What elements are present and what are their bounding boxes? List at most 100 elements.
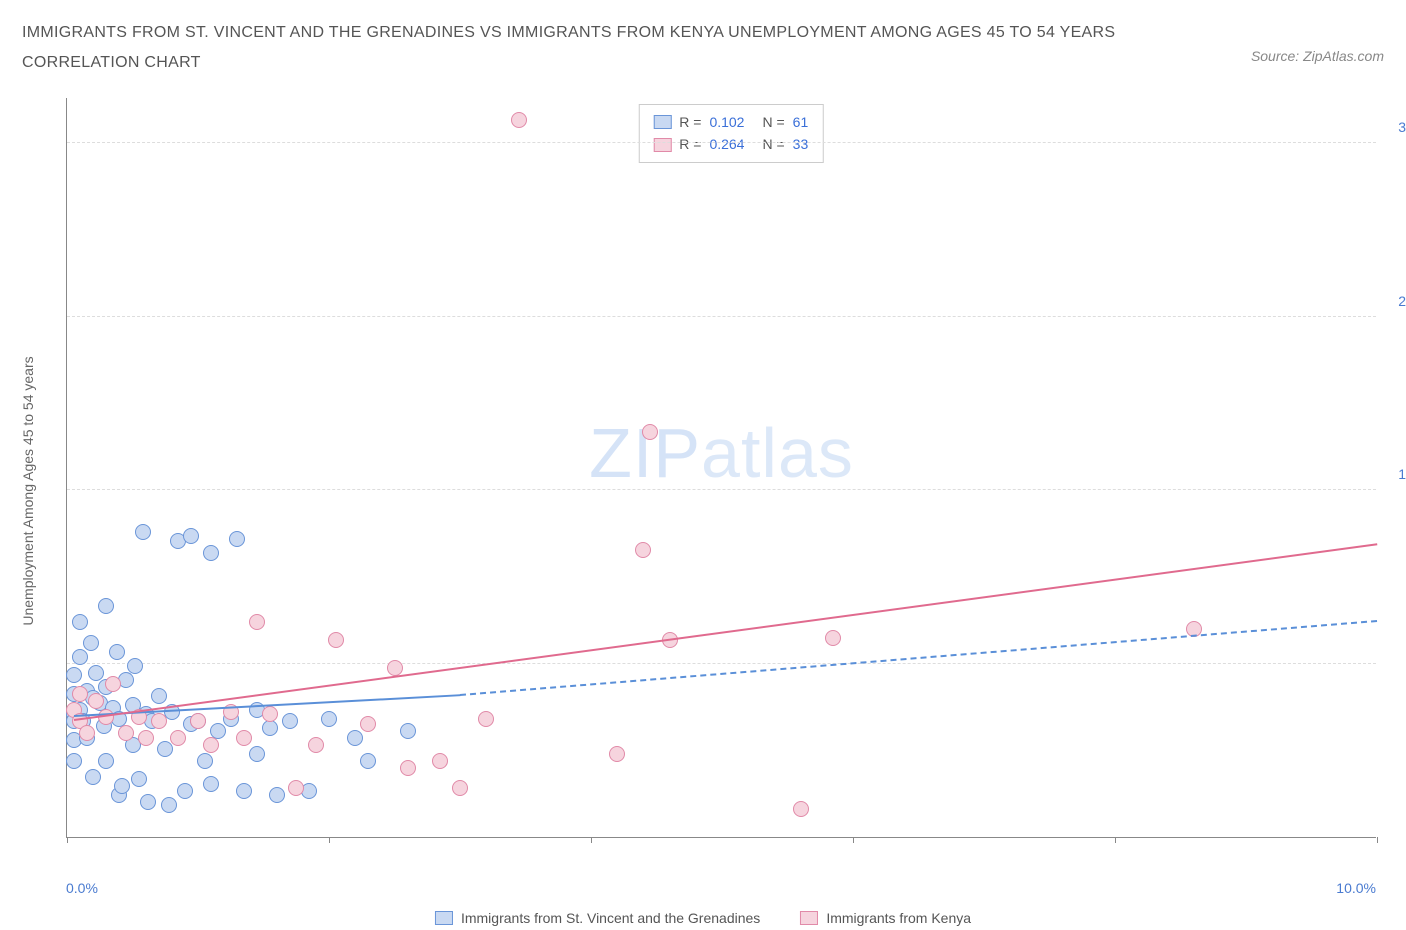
data-point [118, 725, 134, 741]
data-point [66, 753, 82, 769]
n-value: 61 [793, 111, 809, 133]
r-value: 0.264 [709, 133, 744, 155]
legend-row: R = 0.264N = 33 [653, 133, 808, 155]
r-value: 0.102 [709, 111, 744, 133]
data-point [114, 778, 130, 794]
data-point [88, 693, 104, 709]
trend-line-extrapolated [460, 620, 1377, 696]
y-tick-label: 22.5% [1398, 293, 1406, 309]
data-point [452, 780, 468, 796]
data-point [262, 706, 278, 722]
data-point [190, 713, 206, 729]
data-point [203, 776, 219, 792]
chart-area: Unemployment Among Ages 45 to 54 years Z… [48, 98, 1386, 868]
data-point [72, 614, 88, 630]
data-point [642, 424, 658, 440]
data-point [360, 753, 376, 769]
data-point [262, 720, 278, 736]
data-point [249, 614, 265, 630]
chart-title: IMMIGRANTS FROM ST. VINCENT AND THE GREN… [22, 18, 1122, 79]
data-point [138, 730, 154, 746]
r-label: R = [679, 133, 701, 155]
data-point [203, 545, 219, 561]
x-tick [591, 837, 592, 843]
legend-label: Immigrants from Kenya [826, 910, 971, 926]
data-point [85, 769, 101, 785]
legend-swatch [653, 138, 671, 152]
data-point [131, 771, 147, 787]
data-point [135, 524, 151, 540]
data-point [249, 746, 265, 762]
x-tick [329, 837, 330, 843]
data-point [236, 730, 252, 746]
trend-line [73, 544, 1377, 722]
data-point [98, 753, 114, 769]
data-point [478, 711, 494, 727]
data-point [321, 711, 337, 727]
data-point [151, 713, 167, 729]
data-point [635, 542, 651, 558]
y-tick-label: 15.0% [1398, 466, 1406, 482]
data-point [387, 660, 403, 676]
data-point [157, 741, 173, 757]
data-point [183, 528, 199, 544]
x-tick [1377, 837, 1378, 843]
legend-swatch [800, 911, 818, 925]
data-point [72, 649, 88, 665]
data-point [79, 725, 95, 741]
gridline [67, 316, 1376, 317]
data-point [360, 716, 376, 732]
legend-swatch [435, 911, 453, 925]
data-point [288, 780, 304, 796]
data-point [83, 635, 99, 651]
legend-swatch [653, 115, 671, 129]
data-point [203, 737, 219, 753]
gridline [67, 142, 1376, 143]
data-point [105, 676, 121, 692]
data-point [609, 746, 625, 762]
gridline [67, 489, 1376, 490]
watermark: ZIPatlas [589, 413, 854, 493]
data-point [140, 794, 156, 810]
x-tick-max: 10.0% [1336, 880, 1376, 896]
n-label: N = [762, 133, 784, 155]
x-tick [1115, 837, 1116, 843]
correlation-legend: R = 0.102N = 61R = 0.264N = 33 [638, 104, 823, 163]
legend-item: Immigrants from St. Vincent and the Gren… [435, 910, 760, 926]
data-point [308, 737, 324, 753]
data-point [170, 730, 186, 746]
r-label: R = [679, 111, 701, 133]
y-axis-label: Unemployment Among Ages 45 to 54 years [20, 356, 36, 625]
data-point [400, 723, 416, 739]
series-legend: Immigrants from St. Vincent and the Gren… [435, 910, 971, 926]
data-point [328, 632, 344, 648]
n-label: N = [762, 111, 784, 133]
legend-label: Immigrants from St. Vincent and the Gren… [461, 910, 760, 926]
data-point [432, 753, 448, 769]
source-credit: Source: ZipAtlas.com [1251, 48, 1384, 64]
data-point [511, 112, 527, 128]
scatter-plot: ZIPatlas R = 0.102N = 61R = 0.264N = 33 … [66, 98, 1376, 838]
data-point [400, 760, 416, 776]
data-point [98, 598, 114, 614]
data-point [825, 630, 841, 646]
x-tick [67, 837, 68, 843]
data-point [236, 783, 252, 799]
data-point [161, 797, 177, 813]
data-point [66, 667, 82, 683]
data-point [282, 713, 298, 729]
data-point [72, 686, 88, 702]
data-point [269, 787, 285, 803]
data-point [229, 531, 245, 547]
data-point [127, 658, 143, 674]
y-tick-label: 30.0% [1398, 119, 1406, 135]
watermark-thin: atlas [701, 414, 854, 492]
data-point [88, 665, 104, 681]
data-point [177, 783, 193, 799]
data-point [197, 753, 213, 769]
data-point [793, 801, 809, 817]
gridline [67, 663, 1376, 664]
x-tick [853, 837, 854, 843]
data-point [347, 730, 363, 746]
data-point [109, 644, 125, 660]
